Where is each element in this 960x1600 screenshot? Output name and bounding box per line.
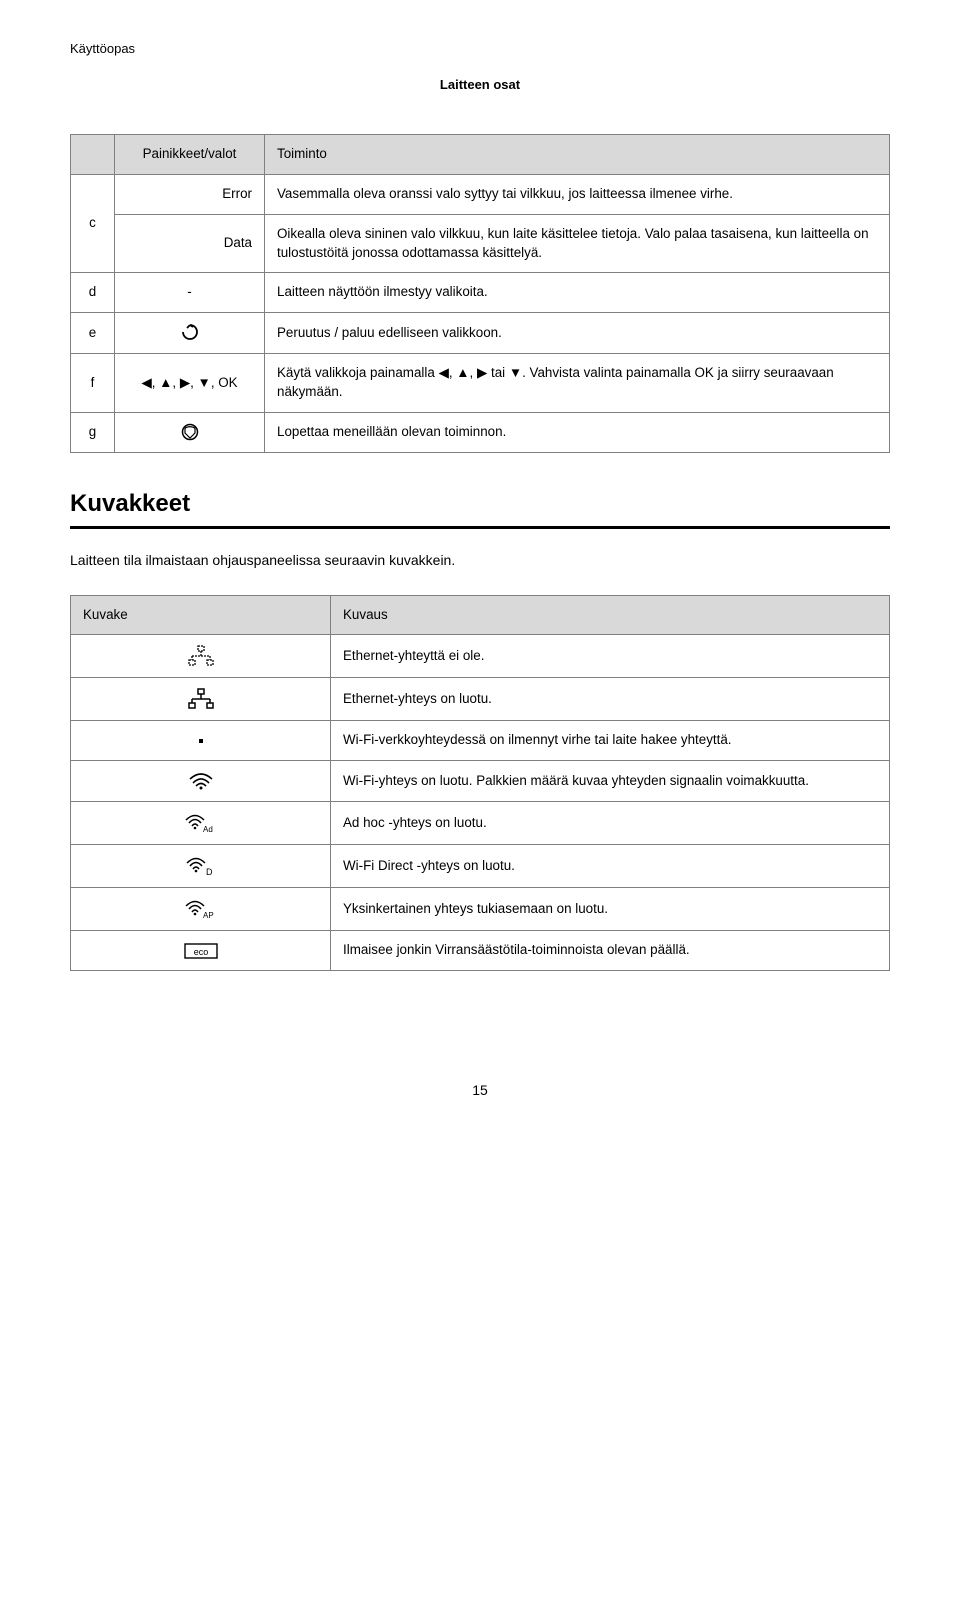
svg-text:AP: AP: [203, 911, 214, 920]
row-g-letter: g: [71, 412, 115, 452]
adhoc-desc: Ad hoc -yhteys on luotu.: [331, 802, 890, 845]
controls-table: Painikkeet/valot Toiminto c Error Vasemm…: [70, 134, 890, 452]
icons-head-icon: Kuvake: [71, 595, 331, 635]
ap-desc: Yksinkertainen yhteys tukiasemaan on luo…: [331, 888, 890, 931]
eth-no-desc: Ethernet-yhteyttä ei ole.: [331, 635, 890, 678]
icons-heading: Kuvakkeet: [70, 487, 890, 521]
row-c-data-desc: Oikealla oleva sininen valo vilkkuu, kun…: [265, 214, 890, 273]
eco-icon: eco: [71, 931, 331, 971]
wifi-on-desc: Wi-Fi-yhteys on luotu. Palkkien määrä ku…: [331, 761, 890, 802]
header-section: Laitteen osat: [70, 76, 890, 94]
wifi-error-icon: [71, 721, 331, 761]
heading-rule: [70, 526, 890, 529]
icons-head-desc: Kuvaus: [331, 595, 890, 635]
eth-yes-desc: Ethernet-yhteys on luotu.: [331, 678, 890, 721]
row-e-letter: e: [71, 313, 115, 354]
svg-text:D: D: [206, 867, 213, 877]
back-icon: [115, 313, 265, 354]
wifi-on-icon: [71, 761, 331, 802]
icons-intro: Laitteen tila ilmaistaan ohjauspaneeliss…: [70, 551, 890, 571]
svg-text:eco: eco: [193, 947, 208, 957]
stop-icon: [115, 412, 265, 452]
row-c-error-label: Error: [115, 175, 265, 215]
row-f-desc: Käytä valikkoja painamalla ◀, ▲, ▶ tai ▼…: [265, 354, 890, 413]
row-d-mid: -: [115, 273, 265, 313]
svg-text:Ad: Ad: [203, 825, 213, 834]
row-c-letter: c: [71, 175, 115, 273]
ethernet-on-icon: [71, 678, 331, 721]
page-number: 15: [70, 1081, 890, 1101]
row-g-desc: Lopettaa meneillään olevan toiminnon.: [265, 412, 890, 452]
row-d-desc: Laitteen näyttöön ilmestyy valikoita.: [265, 273, 890, 313]
row-f-mid: ◀, ▲, ▶, ▼, OK: [115, 354, 265, 413]
row-d-letter: d: [71, 273, 115, 313]
row-e-desc: Peruutus / paluu edelliseen valikkoon.: [265, 313, 890, 354]
icons-table: Kuvake Kuvaus Ethernet-yhteyttä ei ole. …: [70, 595, 890, 971]
ethernet-off-icon: [71, 635, 331, 678]
row-f-letter: f: [71, 354, 115, 413]
row-c-data-label: Data: [115, 214, 265, 273]
header-user-guide: Käyttöopas: [70, 40, 890, 58]
table1-head-controls: Painikkeet/valot: [115, 135, 265, 175]
table1-head-function: Toiminto: [265, 135, 890, 175]
wifi-direct-icon: D: [71, 845, 331, 888]
wifid-desc: Wi-Fi Direct -yhteys on luotu.: [331, 845, 890, 888]
wifi-err-desc: Wi-Fi-verkkoyhteydessä on ilmennyt virhe…: [331, 721, 890, 761]
wifi-adhoc-icon: Ad: [71, 802, 331, 845]
table1-empty-head: [71, 135, 115, 175]
eco-desc: Ilmaisee jonkin Virransäästötila-toiminn…: [331, 931, 890, 971]
wifi-ap-icon: AP: [71, 888, 331, 931]
row-c-error-desc: Vasemmalla oleva oranssi valo syttyy tai…: [265, 175, 890, 215]
